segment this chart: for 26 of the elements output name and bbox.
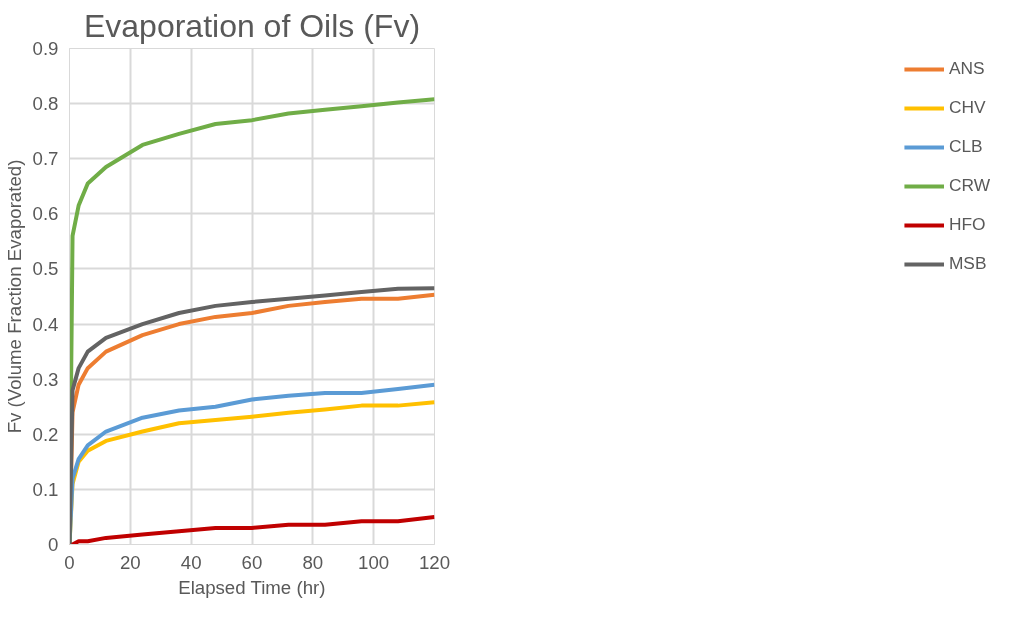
x-tick-label: 100 bbox=[358, 551, 390, 573]
x-tick-label: 20 bbox=[119, 551, 141, 573]
y-tick-label: 0.2 bbox=[32, 423, 59, 445]
y-tick-label: 0.7 bbox=[32, 148, 59, 170]
y-tick-label: 0.3 bbox=[32, 368, 59, 390]
y-axis-title: Fv (Volume Fraction Evaporated) bbox=[3, 159, 25, 434]
x-tick-label: 60 bbox=[241, 551, 263, 573]
x-tick-label: 120 bbox=[418, 551, 451, 573]
legend-label: MSB bbox=[948, 253, 987, 274]
chart-title: Evaporation of Oils (Fv) bbox=[83, 7, 421, 44]
legend-label: CHV bbox=[948, 97, 986, 118]
y-tick-label: 0 bbox=[48, 534, 59, 555]
legend-label: ANS bbox=[948, 58, 985, 79]
x-tick-label: 40 bbox=[180, 551, 202, 573]
y-tick-label: 0.1 bbox=[32, 478, 59, 500]
y-tick-label: 0.8 bbox=[32, 93, 59, 115]
legend-label: CRW bbox=[948, 175, 990, 196]
y-tick-label: 0.5 bbox=[32, 258, 59, 280]
y-tick-label: 0.6 bbox=[32, 203, 59, 225]
x-tick-label: 80 bbox=[302, 551, 324, 573]
x-axis-title: Elapsed Time (hr) bbox=[178, 576, 326, 598]
legend-label: CLB bbox=[948, 136, 983, 157]
y-tick-label: 0.9 bbox=[32, 38, 59, 59]
legend-label: HFO bbox=[948, 214, 986, 235]
y-tick-label: 0.4 bbox=[32, 313, 59, 335]
x-tick-label: 0 bbox=[64, 551, 75, 573]
